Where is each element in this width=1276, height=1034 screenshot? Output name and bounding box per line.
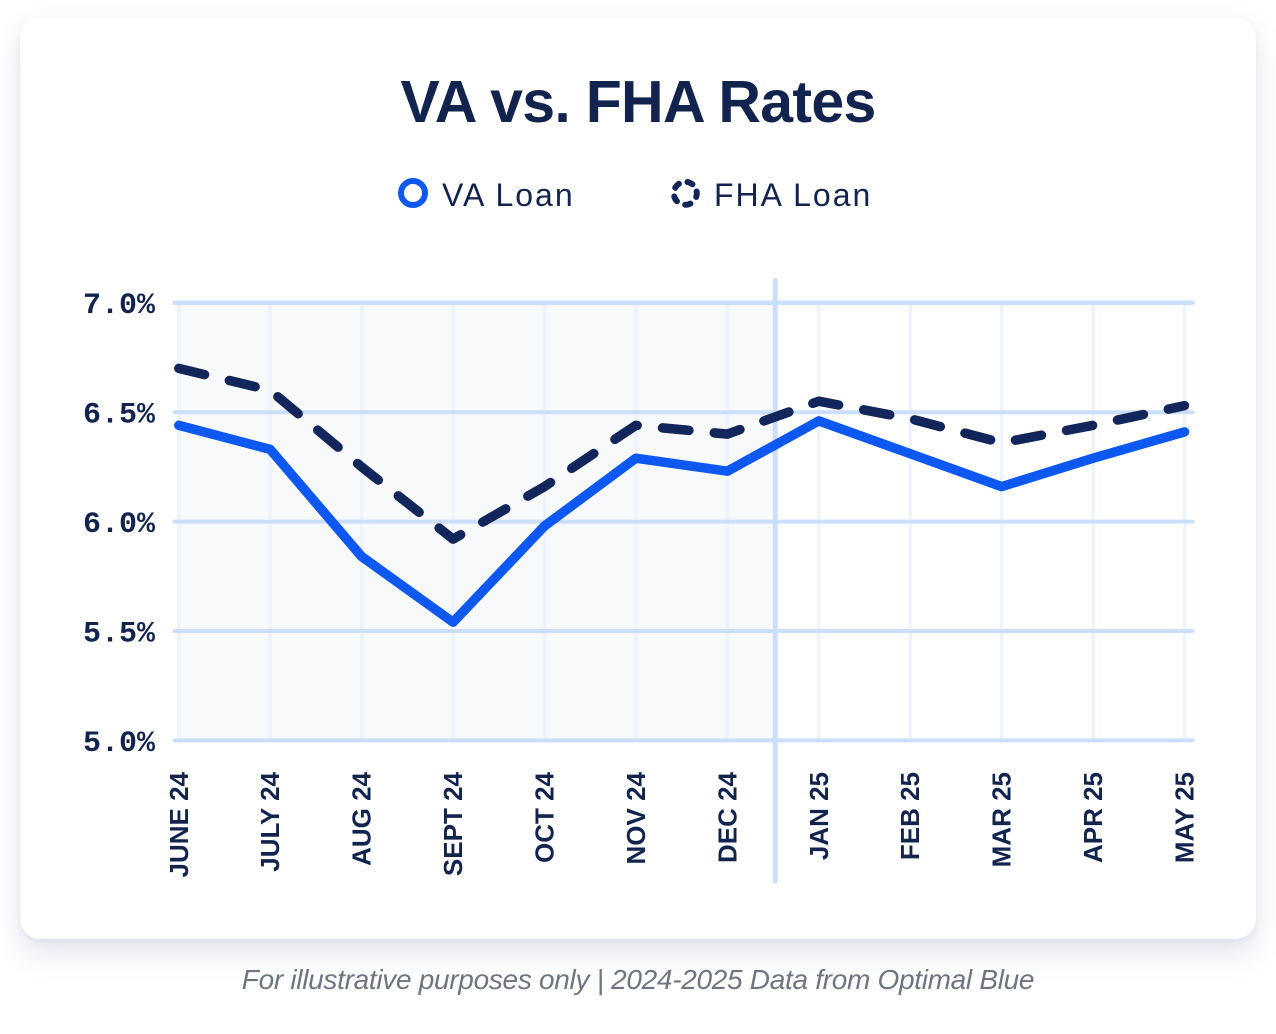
svg-text:APR 25: APR 25: [1078, 772, 1108, 863]
svg-text:JAN 25: JAN 25: [804, 772, 834, 860]
svg-text:MAY 25: MAY 25: [1170, 772, 1200, 863]
svg-text:5.5%: 5.5%: [83, 617, 156, 651]
svg-text:6.0%: 6.0%: [83, 508, 156, 542]
svg-text:JUNE 24: JUNE 24: [164, 771, 194, 877]
svg-text:MAR 25: MAR 25: [987, 772, 1017, 867]
svg-text:JULY 24: JULY 24: [255, 771, 285, 871]
svg-text:NOV 24: NOV 24: [621, 771, 651, 864]
svg-text:OCT 24: OCT 24: [530, 771, 560, 863]
svg-text:SEPT 24: SEPT 24: [438, 771, 468, 876]
svg-text:5.0%: 5.0%: [83, 727, 156, 761]
svg-text:7.0%: 7.0%: [83, 289, 156, 323]
svg-text:6.5%: 6.5%: [83, 399, 156, 433]
svg-text:FEB 25: FEB 25: [895, 772, 925, 860]
svg-text:DEC 24: DEC 24: [712, 771, 742, 863]
svg-text:AUG 24: AUG 24: [347, 771, 377, 865]
